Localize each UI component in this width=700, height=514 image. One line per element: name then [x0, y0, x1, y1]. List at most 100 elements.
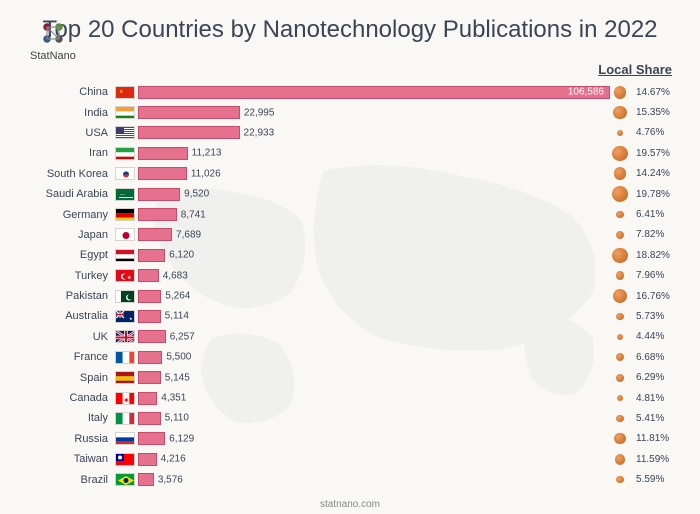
- chart-row: India 22,995: [30, 102, 610, 122]
- bar-value: 6,129: [169, 433, 194, 444]
- share-row: 14.24%: [610, 164, 688, 184]
- chart-row: Turkey ★ 4,683: [30, 266, 610, 286]
- bar-area: 4,683: [138, 269, 610, 282]
- flag-icon: [115, 106, 135, 119]
- statnano-logo-icon: [38, 18, 68, 48]
- flag-icon: [115, 228, 135, 241]
- bar-value: 5,145: [165, 372, 190, 383]
- svg-text:★: ★: [119, 89, 124, 95]
- share-row: 5.59%: [610, 469, 688, 489]
- bar-area: 8,741: [138, 208, 610, 221]
- flag-icon: [115, 351, 135, 364]
- share-bubble: [614, 433, 625, 444]
- flag-icon: [115, 330, 135, 343]
- bar-area: 5,264: [138, 290, 610, 303]
- share-row: 5.41%: [610, 408, 688, 428]
- country-label: Italy: [30, 412, 112, 424]
- share-bubble: [616, 313, 623, 320]
- bar-area: 11,213: [138, 147, 610, 160]
- share-value: 19.78%: [636, 189, 670, 200]
- share-row: 4.44%: [610, 327, 688, 347]
- bar-value: 6,120: [169, 250, 194, 261]
- country-label: USA: [30, 127, 112, 139]
- share-value: 5.41%: [636, 413, 664, 424]
- bar: [138, 208, 177, 221]
- share-row: 6.68%: [610, 347, 688, 367]
- flag-icon: [115, 453, 135, 466]
- country-label: China: [30, 86, 112, 98]
- share-value: 18.82%: [636, 250, 670, 261]
- country-label: Saudi Arabia: [30, 188, 112, 200]
- chart-row: Italy 5,110: [30, 408, 610, 428]
- country-label: South Korea: [30, 168, 112, 180]
- share-value: 5.73%: [636, 311, 664, 322]
- chart-row: China ★ 106,586: [30, 82, 610, 102]
- bar-value: 3,576: [158, 474, 183, 485]
- country-label: Brazil: [30, 474, 112, 486]
- bar-area: 5,110: [138, 412, 610, 425]
- country-label: Germany: [30, 209, 112, 221]
- chart-row: Saudi Arabia ــــ 9,520: [30, 184, 610, 204]
- local-share-column: 14.67% 15.35% 4.76% 19.57% 14.24% 19.78%…: [610, 82, 688, 494]
- share-value: 15.35%: [636, 107, 670, 118]
- share-bubble: [613, 289, 627, 303]
- bar: [138, 392, 157, 405]
- bar-area: 5,145: [138, 371, 610, 384]
- bar: [138, 371, 161, 384]
- country-label: Australia: [30, 310, 112, 322]
- flag-icon: [115, 432, 135, 445]
- bar: [138, 249, 165, 262]
- share-value: 14.24%: [636, 168, 670, 179]
- country-label: India: [30, 107, 112, 119]
- country-label: UK: [30, 331, 112, 343]
- share-row: 4.76%: [610, 123, 688, 143]
- country-label: Spain: [30, 372, 112, 384]
- country-label: France: [30, 351, 112, 363]
- share-bubble: [616, 271, 625, 280]
- bar-value: 9,520: [184, 189, 209, 200]
- bar: [138, 432, 165, 445]
- flag-icon: ★: [115, 310, 135, 323]
- chart-row: South Korea 11,026: [30, 164, 610, 184]
- chart-row: Japan 7,689: [30, 225, 610, 245]
- share-value: 6.68%: [636, 352, 664, 363]
- country-label: Iran: [30, 147, 112, 159]
- share-value: 6.29%: [636, 372, 664, 383]
- share-bubble: [617, 130, 624, 137]
- chart-row: Australia ★ 5,114: [30, 306, 610, 326]
- flag-icon: ★: [115, 269, 135, 282]
- bar: [138, 473, 154, 486]
- share-value: 5.59%: [636, 474, 664, 485]
- chart-row: Pakistan 5,264: [30, 286, 610, 306]
- share-bubble: [617, 334, 624, 341]
- bar-value: 4,351: [161, 393, 186, 404]
- bar: [138, 351, 162, 364]
- svg-text:✦: ✦: [123, 396, 130, 405]
- share-value: 4.76%: [636, 127, 664, 138]
- bar: [138, 290, 161, 303]
- share-row: 6.29%: [610, 367, 688, 387]
- bar-value: 4,683: [163, 270, 188, 281]
- bar: [138, 269, 159, 282]
- bar-value: 5,500: [166, 352, 191, 363]
- chart-row: Canada ✦ 4,351: [30, 388, 610, 408]
- bar-value: 7,689: [176, 229, 201, 240]
- share-value: 16.76%: [636, 291, 670, 302]
- share-value: 11.81%: [636, 433, 669, 444]
- share-value: 19.57%: [636, 148, 670, 159]
- chart-row: USA 22,933: [30, 123, 610, 143]
- share-bubble: [616, 374, 624, 382]
- share-row: 18.82%: [610, 245, 688, 265]
- svg-text:★: ★: [129, 316, 133, 321]
- bar-area: 11,026: [138, 167, 610, 180]
- bar: [138, 453, 157, 466]
- share-row: 14.67%: [610, 82, 688, 102]
- bar-area: 7,689: [138, 228, 610, 241]
- bar-area: 22,933: [138, 126, 610, 139]
- chart-row: Taiwan 4,216: [30, 449, 610, 469]
- share-value: 7.96%: [636, 270, 664, 281]
- share-bubble: [616, 353, 624, 361]
- bar-area: 9,520: [138, 188, 610, 201]
- chart-title: Top 20 Countries by Nanotechnology Publi…: [0, 0, 700, 45]
- bar-area: 22,995: [138, 106, 610, 119]
